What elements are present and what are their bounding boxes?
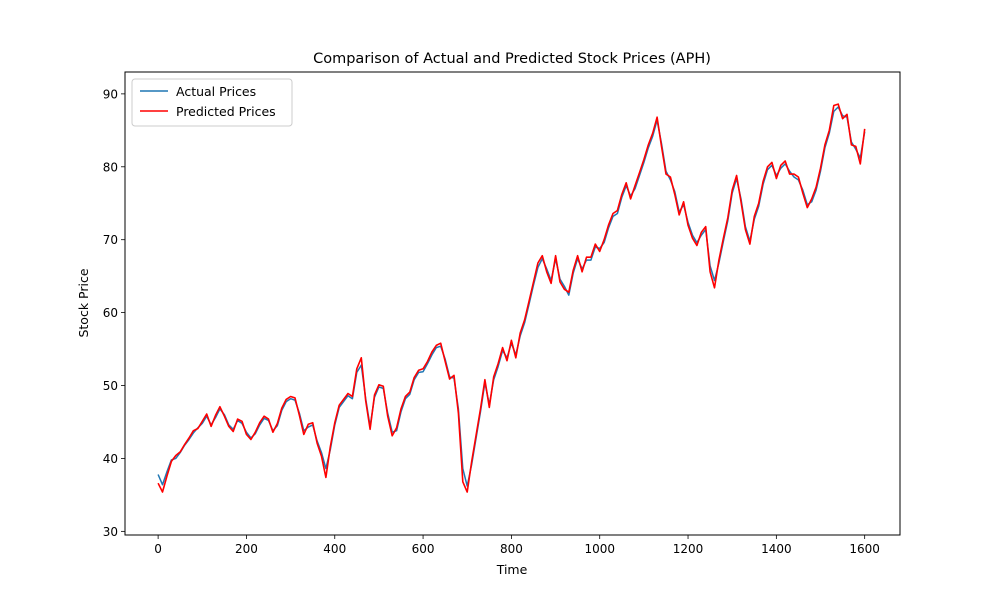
x-tick-label: 200 [235,542,258,556]
y-tick-label: 60 [103,306,118,320]
chart-title: Comparison of Actual and Predicted Stock… [313,51,711,67]
x-tick-label: 0 [154,542,162,556]
x-tick-label: 1000 [584,542,615,556]
x-axis: 0 200 400 600 800 1000 1200 1400 1600 [154,535,880,556]
y-axis-label: Stock Price [76,268,91,337]
series-layer [157,103,866,493]
y-tick-label: 40 [103,452,118,466]
series-line-predicted-prices [157,103,866,493]
x-tick-label: 800 [500,542,523,556]
legend-box [131,78,293,127]
y-tick-label: 70 [103,233,118,247]
x-tick-label: 400 [323,542,346,556]
x-tick-label: 600 [412,542,435,556]
legend-label-predicted-prices: Predicted Prices [176,104,276,119]
plot-area [124,71,901,536]
y-tick-label: 80 [103,160,118,174]
legend-label-actual-prices: Actual Prices [176,84,256,99]
y-tick-label: 50 [103,379,118,393]
x-axis-label: Time [496,562,528,577]
x-tick-label: 1400 [761,542,792,556]
x-tick-label: 1600 [849,542,880,556]
y-tick-label: 30 [103,525,118,539]
y-tick-label: 90 [103,87,118,101]
plot-frame [124,71,901,536]
y-axis: 30 40 50 60 70 80 90 [103,87,125,539]
x-tick-label: 1200 [673,542,704,556]
legend: Actual Prices Predicted Prices [131,78,293,127]
